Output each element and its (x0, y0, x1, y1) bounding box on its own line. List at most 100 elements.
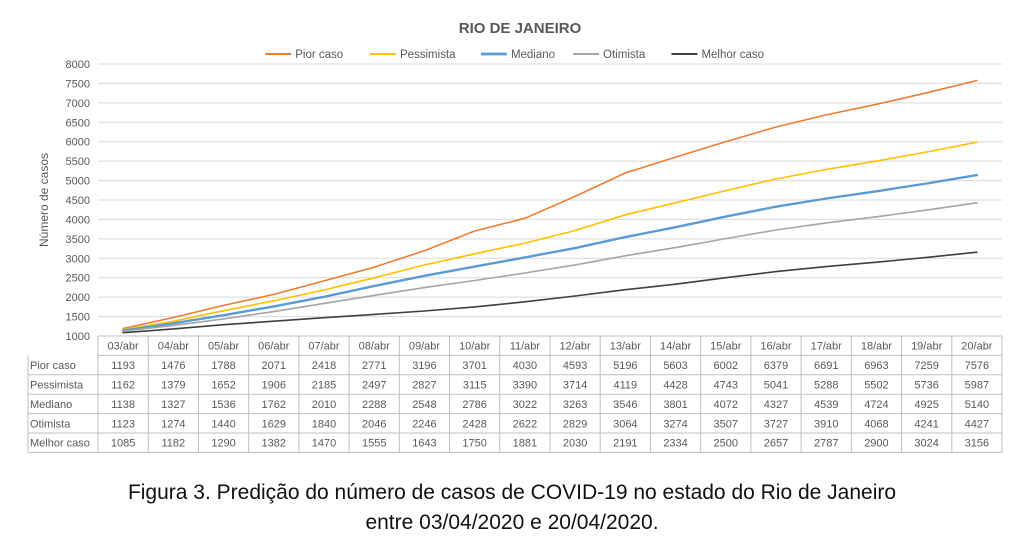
x-tick-label: 14/abr (660, 341, 692, 353)
x-tick-label: 05/abr (208, 341, 240, 353)
x-tick-label: 09/abr (409, 341, 441, 353)
table-cell: 1881 (513, 438, 537, 450)
x-tick-label: 07/abr (308, 341, 340, 353)
table-cell: 3156 (965, 438, 989, 450)
table-cell: 6002 (714, 360, 738, 372)
x-tick-label: 20/abr (961, 341, 993, 353)
table-cell: 4030 (513, 360, 537, 372)
figure-caption: Figura 3. Predição do número de casos de… (0, 478, 1024, 538)
y-tick-label: 1000 (66, 331, 90, 343)
x-tick-label: 03/abr (108, 341, 140, 353)
table-cell: 1643 (412, 438, 436, 450)
table-cell: 3024 (914, 438, 938, 450)
table-row-label: Melhor caso (30, 438, 90, 450)
table-cell: 2030 (563, 438, 587, 450)
x-tick-label: 11/abr (510, 341, 541, 353)
table-cell: 4327 (764, 399, 788, 411)
table-cell: 5603 (663, 360, 687, 372)
x-tick-label: 17/abr (811, 341, 843, 353)
table-cell: 1274 (161, 418, 185, 430)
y-tick-label: 8000 (66, 59, 90, 71)
table-cell: 1762 (262, 399, 286, 411)
series-line-4 (122, 251, 978, 334)
table-cell: 3115 (463, 380, 487, 392)
table-cell: 1182 (162, 438, 186, 450)
legend-label-3: Otimista (603, 49, 646, 61)
chart: RIO DE JANEIRO Pior caso Pessimista Median… (27, 20, 1003, 453)
table-cell: 2418 (312, 360, 336, 372)
table-cell: 4593 (563, 360, 587, 372)
table-cell: 1788 (211, 360, 235, 372)
table-cell: 2500 (714, 438, 738, 450)
table-cell: 3064 (613, 418, 637, 430)
x-tick-label: 08/abr (359, 341, 391, 353)
caption-line-1: Figura 3. Predição do número de casos de… (127, 481, 897, 504)
table-cell: 3546 (613, 399, 637, 411)
x-tick-label: 06/abr (258, 341, 290, 353)
chart-title: RIO DE JANEIRO (459, 20, 582, 37)
gridlines (98, 63, 1002, 337)
table-cell: 4068 (864, 418, 888, 430)
table-cell: 3196 (412, 360, 436, 372)
table-cell: 3022 (513, 399, 537, 411)
table-cell: 1379 (161, 380, 185, 392)
table-cell: 4241 (914, 418, 938, 430)
series-lines (121, 79, 979, 334)
table-cell: 1555 (362, 438, 386, 450)
y-tick-label: 6000 (66, 137, 90, 149)
table-cell: 1470 (312, 438, 336, 450)
table-cell: 1382 (262, 438, 286, 450)
series-line-2 (121, 173, 979, 332)
table-cell: 4428 (663, 380, 687, 392)
table-cell: 1906 (262, 380, 286, 392)
table-cell: 3727 (764, 418, 788, 430)
table-cell: 2900 (864, 438, 888, 450)
table-cell: 4072 (714, 399, 738, 411)
table-cell: 1476 (161, 360, 185, 372)
table-cell: 6691 (814, 360, 838, 372)
table-cell: 5140 (965, 399, 989, 411)
table-cell: 4119 (614, 380, 638, 392)
table-cell: 5196 (613, 360, 637, 372)
table-cell: 3274 (663, 418, 687, 430)
table-cell: 2787 (814, 438, 838, 450)
table-cell: 1085 (111, 438, 135, 450)
y-tick-label: 5000 (66, 176, 90, 188)
table-cell: 2334 (663, 438, 687, 450)
y-tick-label: 2500 (66, 273, 90, 285)
table-cell: 5502 (864, 380, 888, 392)
table-cell: 6379 (764, 360, 788, 372)
legend-label-4: Melhor caso (701, 49, 764, 61)
y-axis-ticks: 1000 1500 2000 2500 3000 3500 4000 4500 5000 5500… (66, 59, 90, 343)
y-tick-label: 7500 (66, 78, 90, 90)
y-tick-label: 4500 (66, 195, 90, 207)
y-tick-label: 4000 (66, 214, 90, 226)
table-cell: 3390 (513, 380, 537, 392)
table-cell: 2657 (764, 438, 788, 450)
table-cell: 2010 (312, 399, 336, 411)
table-cell: 5987 (965, 380, 989, 392)
table-cell: 1193 (111, 360, 135, 372)
table-cell: 3701 (462, 360, 486, 372)
table-cell: 1138 (111, 399, 135, 411)
chart-legend: Pior caso Pessimista Mediano Otimista Melhor… (265, 49, 764, 61)
table-cell: 1327 (161, 399, 185, 411)
y-tick-label: 2000 (66, 292, 90, 304)
series-line-3 (122, 202, 978, 333)
table-cell: 2246 (412, 418, 436, 430)
table-cell: 2786 (462, 399, 486, 411)
table-cell: 3507 (714, 418, 738, 430)
y-tick-label: 3000 (66, 253, 90, 265)
table-cell: 2046 (362, 418, 386, 430)
table-cell: 2827 (412, 380, 436, 392)
x-tick-label: 10/abr (459, 341, 491, 353)
table-cell: 2428 (462, 418, 486, 430)
table-cell: 1629 (262, 418, 286, 430)
y-tick-label: 7000 (66, 98, 90, 110)
table-cell: 4539 (814, 399, 838, 411)
table-cell: 1652 (211, 380, 235, 392)
table-cell: 4743 (714, 380, 738, 392)
table-cell: 1750 (462, 438, 486, 450)
table-row-label: Pessimista (30, 380, 84, 392)
table-cell: 2548 (412, 399, 436, 411)
